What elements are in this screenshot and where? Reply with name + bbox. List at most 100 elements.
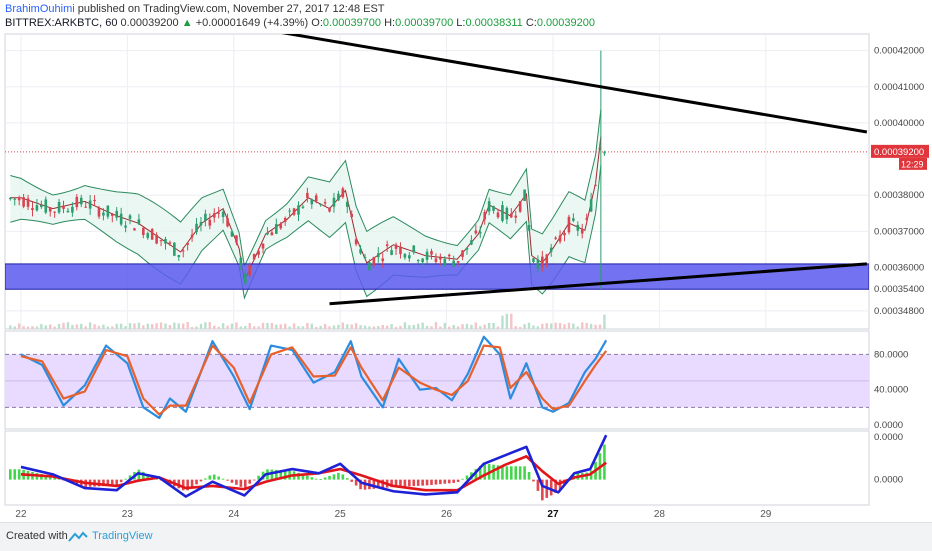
volume-bar <box>603 314 606 329</box>
volume-bar <box>22 326 25 329</box>
candle-body <box>478 232 482 234</box>
volume-bar <box>199 323 203 329</box>
macd-histogram-bar <box>181 479 185 491</box>
candle-body <box>75 196 79 208</box>
macd-histogram-bar <box>53 477 56 480</box>
volume-bar <box>106 326 110 329</box>
macd-histogram-bar <box>412 479 416 487</box>
volume-bar <box>385 325 389 329</box>
candle-body <box>390 250 393 255</box>
macd-histogram-bar <box>505 466 509 480</box>
macd-histogram-bar <box>252 479 256 481</box>
candle-body <box>576 224 580 231</box>
volume-bar <box>124 326 127 329</box>
volume-bar <box>31 326 34 329</box>
volume-bar <box>297 326 300 329</box>
macd-histogram-bar <box>279 470 283 480</box>
publish-header: BrahimOuhimi published on TradingView.co… <box>5 3 385 15</box>
stochastic-panel[interactable]: 80.0000 40.0000 0.0000 <box>4 330 908 431</box>
macd-histogram-bar <box>332 474 336 480</box>
volume-bar <box>26 326 30 329</box>
volume-bar <box>62 322 65 329</box>
volume-bar <box>142 325 145 329</box>
volume-bar <box>159 322 163 329</box>
volume-bar <box>483 324 486 329</box>
macd-histogram-bar <box>416 479 420 486</box>
macd-tick-label: 0.0000 <box>874 475 903 486</box>
volume-bar <box>567 322 571 329</box>
volume-bar <box>492 323 495 329</box>
volume-bar <box>417 323 420 329</box>
candle-body <box>563 233 566 236</box>
x-tick-label: 23 <box>122 509 134 520</box>
candle-body <box>297 205 300 215</box>
macd-histogram-bar <box>235 479 238 485</box>
volume-bar <box>470 324 473 329</box>
candle-body <box>439 256 442 260</box>
price-tick-label: 0.00040000 <box>874 118 924 129</box>
macd-signal-line <box>20 455 607 492</box>
macd-histogram-bar <box>306 475 309 480</box>
author-link[interactable]: BrahimOuhimi <box>5 3 75 15</box>
candle-body <box>35 205 39 211</box>
volume-bar <box>518 326 522 329</box>
volume-bar <box>474 322 478 329</box>
macd-panel[interactable]: 0.0000 0.0000 <box>4 430 903 506</box>
stoch-k-line <box>20 335 608 420</box>
macd-histogram-bar <box>341 474 345 480</box>
macd-histogram-bar <box>106 479 110 486</box>
candle-body <box>212 213 216 218</box>
macd-histogram-bar <box>195 479 198 485</box>
candle-body <box>359 248 362 254</box>
volume-bar <box>128 323 132 329</box>
volume-bar <box>244 325 247 329</box>
macd-histogram-bar <box>301 474 305 480</box>
volume-bar <box>430 326 433 329</box>
macd-histogram-bar <box>425 479 429 486</box>
volume-bar <box>408 325 411 329</box>
volume-bar <box>541 323 544 329</box>
chart-area[interactable]: 0.00042000 0.00041000 0.00040000 0.00038000… <box>0 0 932 522</box>
volume-bar <box>563 324 566 329</box>
candle-body <box>372 257 376 266</box>
candle-body <box>168 242 172 244</box>
volume-bar <box>594 324 597 329</box>
macd-histogram-bar <box>57 478 61 480</box>
macd-histogram-bar <box>270 469 274 480</box>
macd-histogram-bar <box>421 479 424 486</box>
macd-histogram-bar <box>13 469 17 480</box>
candle-body <box>430 251 433 255</box>
volume-bar <box>354 323 358 329</box>
candle-body <box>9 197 12 200</box>
price-panel[interactable]: 0.00042000 0.00041000 0.00040000 0.00038000… <box>4 33 929 330</box>
macd-histogram-bar <box>17 469 21 480</box>
macd-histogram-bar <box>541 479 544 501</box>
candle-body <box>483 212 487 220</box>
volume-bar <box>195 326 198 329</box>
candle-body <box>115 210 119 218</box>
candle-body <box>177 255 181 257</box>
volume-bar <box>527 322 531 329</box>
price-tick-label: 0.00042000 <box>874 46 924 57</box>
macd-histogram-bar <box>239 479 243 487</box>
volume-bar <box>443 322 447 329</box>
candle-body <box>425 251 429 260</box>
tradingview-brand-link[interactable]: TradingView <box>92 530 153 542</box>
stoch-tick-label: 80.0000 <box>874 349 908 360</box>
candle-body <box>341 188 345 198</box>
candle-body <box>518 201 522 212</box>
candle-body <box>381 258 385 262</box>
candle-body <box>190 234 194 238</box>
candle-body <box>239 257 243 266</box>
macd-histogram-bar <box>514 466 518 480</box>
candle-body <box>150 229 154 240</box>
candle-body <box>226 218 229 227</box>
volume-bar <box>598 324 602 329</box>
volume-bar <box>585 322 588 329</box>
candle-body <box>510 213 513 218</box>
volume-bar <box>301 326 305 329</box>
macd-histogram-bar <box>443 479 447 484</box>
candle-body <box>492 206 495 211</box>
volume-bar <box>510 313 513 329</box>
macd-histogram-bar <box>186 479 189 491</box>
